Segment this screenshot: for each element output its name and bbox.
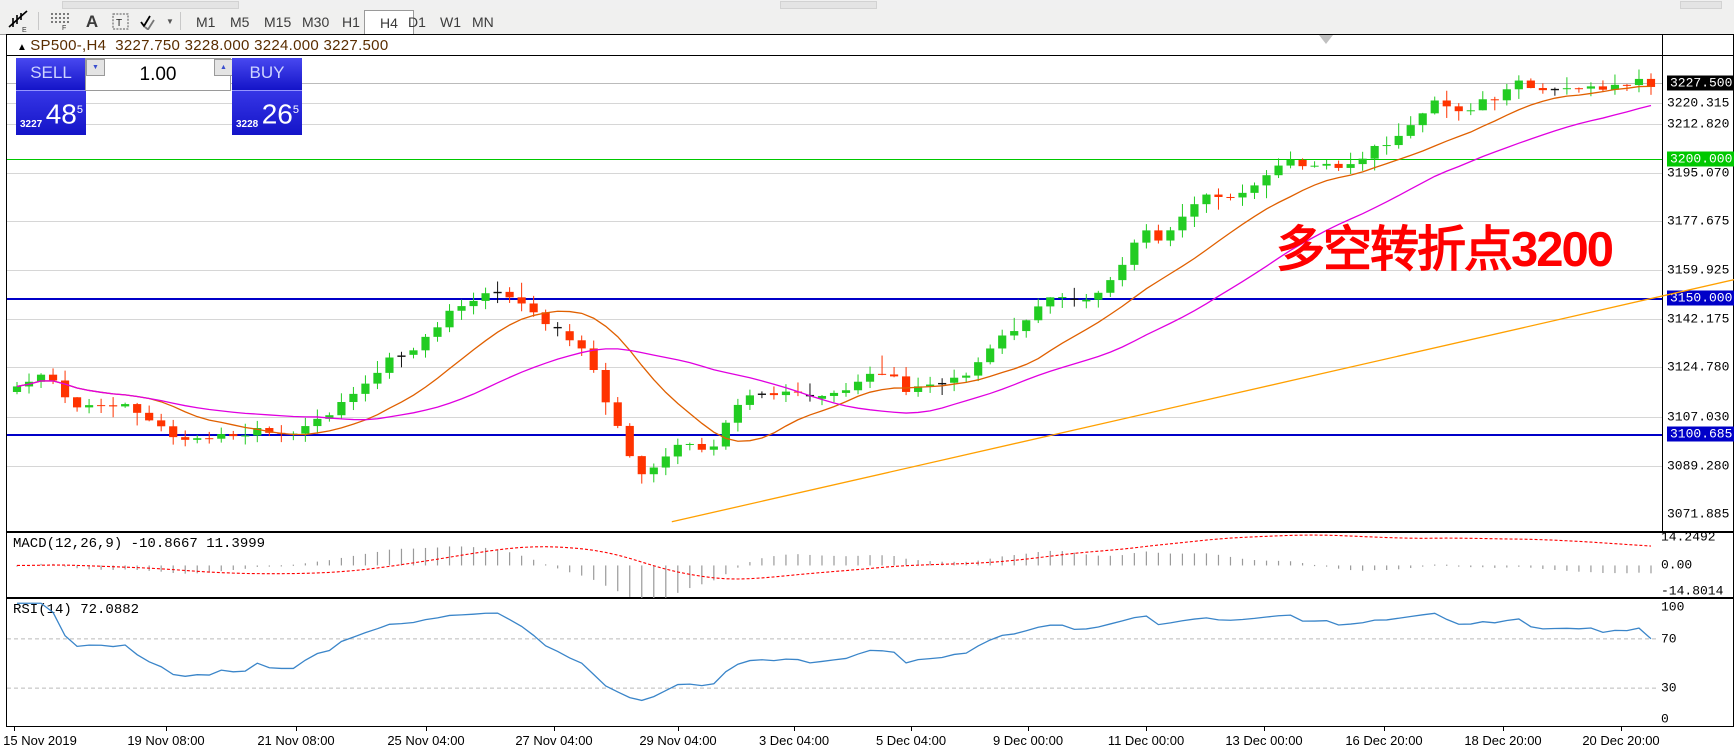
svg-text:F: F bbox=[62, 25, 66, 31]
svg-text:E: E bbox=[22, 27, 27, 33]
svg-text:T: T bbox=[116, 18, 122, 29]
